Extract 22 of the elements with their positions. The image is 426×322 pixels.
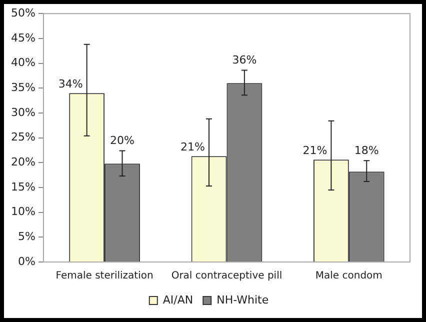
y-tick-label: 20% — [10, 156, 36, 168]
legend-label: NH-White — [216, 293, 269, 306]
data-label: 36% — [232, 54, 257, 67]
y-tick-label: 0% — [18, 254, 36, 268]
y-tick-label: 45% — [10, 31, 36, 44]
data-label: 20% — [110, 134, 134, 148]
y-tick-label: 25% — [10, 130, 36, 144]
legend-label: AI/AN — [162, 293, 194, 306]
y-tick-label: 5% — [18, 230, 36, 244]
data-label: 21% — [180, 140, 206, 154]
y-tick-label: 30% — [10, 106, 36, 119]
x-tick-label: Oral contraceptive pill — [171, 270, 282, 282]
data-label: 34% — [58, 77, 83, 90]
y-tick-label: 35% — [10, 80, 36, 94]
y-tick-label: 40% — [10, 56, 36, 70]
x-tick-label: Male condom — [315, 270, 382, 282]
x-tick-label: Female sterilization — [56, 270, 154, 282]
y-tick-label: 15% — [10, 180, 36, 194]
data-label: 21% — [302, 144, 328, 158]
data-label: 18% — [354, 144, 379, 158]
y-tick-label: 10% — [10, 205, 36, 218]
y-tick-label: 50% — [10, 6, 36, 20]
